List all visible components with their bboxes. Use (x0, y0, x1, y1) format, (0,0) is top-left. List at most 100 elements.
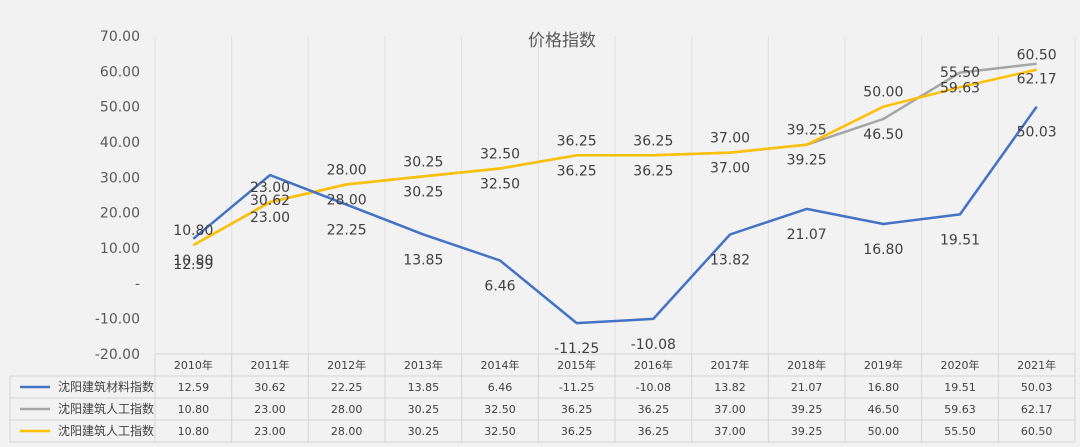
table-cell: 10.80 (178, 403, 210, 416)
table-cell: 46.50 (868, 403, 900, 416)
data-label: 36.25 (633, 133, 673, 149)
table-cell: 62.17 (1021, 403, 1053, 416)
table-cell: 13.82 (714, 381, 746, 394)
y-tick-label: 30.00 (100, 170, 140, 186)
table-header-cell: 2020年 (941, 358, 980, 372)
data-label: 46.50 (863, 127, 903, 143)
table-cell: 59.63 (944, 403, 976, 416)
data-label: 36.25 (557, 133, 597, 149)
table-cell: 36.25 (638, 425, 670, 438)
data-label: 60.50 (1017, 48, 1057, 64)
table-cell: 37.00 (714, 425, 746, 438)
data-label: 37.00 (710, 131, 750, 147)
table-header-cell: 2010年 (174, 358, 213, 372)
data-label: 13.85 (403, 252, 443, 268)
data-label: 22.25 (327, 223, 367, 239)
data-label: 10.80 (173, 253, 213, 269)
data-label: 62.17 (1017, 72, 1057, 88)
data-label: 23.00 (250, 210, 290, 226)
data-label: 36.25 (557, 163, 597, 179)
table-cell: -10.08 (636, 381, 671, 394)
data-label: 50.00 (863, 85, 903, 101)
table-cell: 60.50 (1021, 425, 1053, 438)
data-label: 32.50 (480, 177, 520, 193)
table-cell: 50.03 (1021, 381, 1053, 394)
data-label: 23.00 (250, 180, 290, 196)
data-label: 21.07 (787, 227, 827, 243)
table-cell: 30.62 (254, 381, 286, 394)
table-cell: 23.00 (254, 425, 286, 438)
data-label: 13.82 (710, 253, 750, 269)
legend-label: 沈阳建筑人工指数 (58, 401, 154, 416)
series-line (192, 105, 1038, 325)
y-tick-label: 40.00 (100, 135, 140, 151)
data-label: 28.00 (327, 162, 367, 178)
table-header-cell: 2017年 (711, 358, 750, 372)
table-cell: 36.25 (561, 425, 593, 438)
data-label: 59.63 (940, 81, 980, 97)
table-cell: 39.25 (791, 403, 823, 416)
y-axis: 70.00 60.00 50.00 40.00 30.00 20.00 10.00 - -10.… (95, 29, 140, 363)
data-label: 39.25 (787, 123, 827, 139)
grid (154, 36, 1076, 354)
table-header-cell: 2015年 (557, 358, 596, 372)
table-cell: 22.25 (331, 381, 363, 394)
data-label: 50.03 (1017, 125, 1057, 141)
data-label: 28.00 (327, 192, 367, 208)
data-label: 10.80 (173, 223, 213, 239)
y-tick-label: 20.00 (100, 206, 140, 222)
table-cell: 6.46 (488, 381, 513, 394)
data-label: 36.25 (633, 163, 673, 179)
data-label: 55.50 (940, 65, 980, 81)
table-cell: 55.50 (944, 425, 976, 438)
table-cell: 36.25 (561, 403, 593, 416)
table-cell: 30.25 (408, 425, 440, 438)
table-header-cell: 2014年 (481, 358, 520, 372)
y-tick-label: -10.00 (95, 312, 140, 328)
data-labels: 12.59 30.62 22.25 13.85 6.46 -11.25 -10.08 13.8… (173, 48, 1056, 358)
data-label: 30.25 (403, 184, 443, 200)
table-cell: 32.50 (484, 403, 516, 416)
chart-title: 价格指数 (528, 31, 596, 51)
table-cell: 10.80 (178, 425, 210, 438)
data-label: -10.08 (631, 337, 676, 353)
data-label: 6.46 (484, 279, 515, 295)
table-header-cell: 2018年 (787, 358, 826, 372)
data-label: 16.80 (863, 242, 903, 258)
table-cell: 19.51 (944, 381, 976, 394)
data-label: 12.59 (173, 257, 213, 273)
table-cell: 21.07 (791, 381, 823, 394)
table-header-cell: 2019年 (864, 358, 903, 372)
data-label: 30.25 (403, 154, 443, 170)
y-tick-label: 60.00 (100, 64, 140, 80)
y-tick-label: 70.00 (100, 29, 140, 45)
series-lines (192, 62, 1038, 325)
table-cell: 28.00 (331, 403, 363, 416)
table-header-cell: 2011年 (251, 358, 290, 372)
table-cell: 30.25 (408, 403, 440, 416)
table-cell: 12.59 (178, 381, 210, 394)
data-label: -11.25 (554, 341, 599, 357)
table-header-cell: 2021年 (1017, 358, 1056, 372)
table-cell: 50.00 (868, 425, 900, 438)
data-label: 37.00 (710, 161, 750, 177)
table-cell: 36.25 (638, 403, 670, 416)
y-tick-label: -20.00 (95, 347, 140, 363)
table-cell: 23.00 (254, 403, 286, 416)
table-cell: -11.25 (559, 381, 594, 394)
table-header-cell: 2013年 (404, 358, 443, 372)
table-header-cell: 2016年 (634, 358, 673, 372)
y-tick-label: - (135, 276, 140, 292)
legend-label: 沈阳建筑材料指数 (58, 379, 154, 394)
y-tick-label: 10.00 (100, 241, 140, 257)
data-label: 39.25 (787, 153, 827, 169)
data-label: 32.50 (480, 147, 520, 163)
data-label: 19.51 (940, 232, 980, 248)
table-cell: 32.50 (484, 425, 516, 438)
table-header-cell: 2012年 (327, 358, 366, 372)
legend-label: 沈阳建筑人工指数 (58, 423, 154, 438)
table-cell: 28.00 (331, 425, 363, 438)
y-tick-label: 50.00 (100, 100, 140, 116)
series-line (192, 68, 1037, 247)
